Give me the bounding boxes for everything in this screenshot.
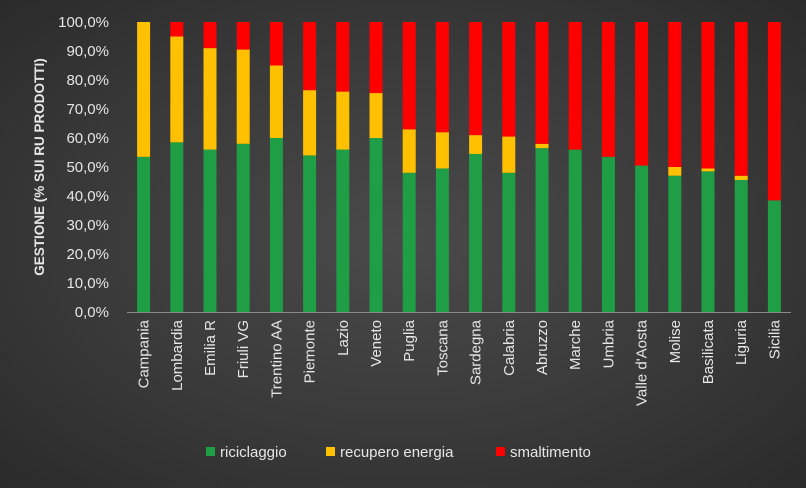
bar-segment-smaltimento — [767, 22, 781, 201]
x-tick-label: Emilia R — [202, 320, 219, 376]
bar-segment-recupero-energia — [435, 132, 449, 169]
bar-segment-recupero-energia — [236, 49, 250, 144]
x-tick-label: Campania — [136, 319, 153, 388]
bar-segment-riciclaggio — [303, 155, 317, 312]
x-tick-label: Toscana — [434, 319, 451, 376]
x-tick-label: Veneto — [368, 320, 385, 367]
bar-segment-recupero-energia — [336, 91, 350, 150]
y-tick-label: 80,0% — [66, 72, 109, 89]
bar-segment-recupero-energia — [303, 90, 317, 156]
y-tick-label: 60,0% — [66, 130, 109, 147]
bar-segment-riciclaggio — [734, 180, 748, 312]
bar-segment-recupero-energia — [170, 36, 184, 143]
y-tick-label: 20,0% — [66, 246, 109, 263]
bar-segment-smaltimento — [668, 22, 682, 167]
bar-segment-recupero-energia — [469, 135, 483, 154]
bar-segment-smaltimento — [269, 22, 283, 66]
bar-segment-riciclaggio — [369, 138, 383, 312]
y-tick-label: 90,0% — [66, 43, 109, 60]
bar-segment-smaltimento — [502, 22, 516, 137]
x-tick-label: Calabria — [501, 319, 518, 376]
bar-segment-recupero-energia — [203, 48, 217, 150]
bar-segment-riciclaggio — [469, 153, 483, 312]
bar-segment-smaltimento — [369, 22, 383, 94]
x-tick-label: Lazio — [335, 320, 352, 356]
bar-segment-smaltimento — [701, 22, 715, 169]
bar-segment-riciclaggio — [336, 149, 350, 312]
bar-segment-smaltimento — [303, 22, 317, 91]
bar-segment-smaltimento — [435, 22, 449, 133]
bar-segment-smaltimento — [568, 22, 582, 150]
bar-segment-smaltimento — [734, 22, 748, 176]
legend-swatch — [206, 447, 215, 456]
bar-segment-smaltimento — [170, 22, 184, 37]
legend-label: riciclaggio — [220, 444, 287, 461]
bar-segment-smaltimento — [469, 22, 483, 136]
bar-segment-smaltimento — [203, 22, 217, 49]
y-tick-label: 0,0% — [75, 304, 109, 321]
x-tick-label: Abruzzo — [534, 320, 551, 375]
bar-segment-recupero-energia — [668, 167, 682, 176]
bar-segment-riciclaggio — [701, 171, 715, 312]
bar-segment-riciclaggio — [668, 175, 682, 312]
x-tick-label: Basilicata — [700, 319, 717, 384]
x-tick-label: Liguria — [733, 319, 750, 365]
x-tick-label: Piemonte — [302, 320, 319, 383]
x-tick-label: Sicilia — [766, 319, 783, 359]
bar-segment-riciclaggio — [236, 143, 250, 312]
bar-segment-smaltimento — [336, 22, 350, 92]
bar-segment-recupero-energia — [137, 22, 151, 157]
bar-segment-smaltimento — [236, 22, 250, 50]
y-tick-label: 40,0% — [66, 188, 109, 205]
bar-segment-recupero-energia — [734, 175, 748, 181]
bar-segment-riciclaggio — [568, 149, 582, 312]
y-tick-label: 30,0% — [66, 217, 109, 234]
legend-swatch — [496, 447, 505, 456]
bar-segment-recupero-energia — [701, 168, 715, 172]
bar-segment-recupero-energia — [402, 129, 416, 173]
legend-label: recupero energia — [340, 444, 454, 461]
bar-segment-recupero-energia — [502, 136, 516, 173]
x-tick-label: Molise — [667, 320, 684, 363]
bar-segment-smaltimento — [635, 22, 649, 166]
bar-segment-recupero-energia — [269, 65, 283, 138]
bar-segment-riciclaggio — [137, 156, 151, 312]
bar-segment-smaltimento — [535, 22, 549, 144]
y-tick-label: 100,0% — [58, 14, 109, 31]
bar-segment-recupero-energia — [535, 143, 549, 149]
legend-swatch — [326, 447, 335, 456]
y-axis-title: GESTIONE (% SUI RU PRODOTTI) — [32, 58, 47, 276]
bar-segment-riciclaggio — [170, 142, 184, 312]
x-tick-label: Friuli VG — [235, 320, 252, 378]
x-tick-label: Sardegna — [468, 319, 485, 385]
bar-segment-riciclaggio — [601, 156, 615, 312]
x-tick-label: Umbria — [600, 319, 617, 368]
x-tick-label: Valle d'Aosta — [634, 319, 651, 406]
x-tick-label: Puglia — [401, 319, 418, 361]
y-tick-label: 10,0% — [66, 275, 109, 292]
bar-segment-riciclaggio — [535, 148, 549, 312]
legend-label: smaltimento — [510, 444, 591, 461]
bar-segment-riciclaggio — [402, 172, 416, 312]
x-tick-label: Trentino AA — [268, 320, 285, 398]
y-tick-label: 50,0% — [66, 159, 109, 176]
bar-segment-recupero-energia — [369, 93, 383, 138]
bar-segment-riciclaggio — [269, 138, 283, 312]
bar-segment-riciclaggio — [767, 200, 781, 312]
y-tick-label: 70,0% — [66, 101, 109, 118]
bar-segment-riciclaggio — [203, 149, 217, 312]
bar-segment-smaltimento — [601, 22, 615, 157]
bar-segment-riciclaggio — [502, 172, 516, 312]
bar-segment-riciclaggio — [635, 165, 649, 312]
x-tick-label: Marche — [567, 320, 584, 370]
bar-segment-smaltimento — [402, 22, 416, 130]
bar-segment-riciclaggio — [435, 168, 449, 312]
x-tick-label: Lombardia — [169, 319, 186, 391]
